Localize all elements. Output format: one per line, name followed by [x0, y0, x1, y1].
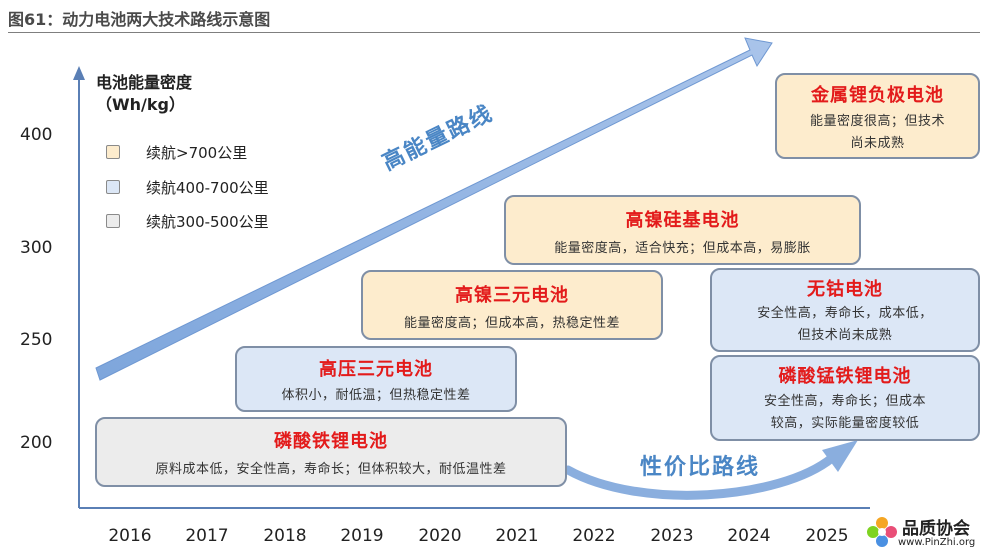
box-desc: 能量密度高，适合快充；但成本高，易膨胀: [554, 241, 811, 256]
x-tick-label: 2023: [650, 526, 694, 546]
title-rule: [8, 32, 980, 33]
legend-item-400-700: 续航400-700公里: [106, 177, 269, 197]
box-title: 无钴电池: [807, 279, 883, 300]
legend-label: 续航400-700公里: [146, 178, 269, 197]
box-title: 高镍三元电池: [455, 285, 569, 306]
x-tick-label: 2025: [805, 526, 849, 546]
box-title: 磷酸锰铁锂电池: [778, 366, 912, 387]
box-desc: 能量密度很高；但技术: [809, 114, 945, 129]
y-tick-label: 400: [20, 125, 53, 145]
high-energy-route-arrow: [95, 37, 773, 381]
flower-logo-icon: [867, 517, 897, 547]
legend-item-300-500: 续航300-500公里: [106, 211, 269, 231]
y-tick-label: 250: [20, 330, 53, 350]
box-desc: 安全性高，寿命长，成本低，: [757, 306, 933, 321]
x-tick-label: 2016: [108, 526, 152, 546]
logo-url: www.PinZhi.org: [898, 537, 976, 548]
figure-title: 图61：动力电池两大技术路线示意图: [8, 10, 271, 29]
box-desc: 原料成本低，安全性高，寿命长；但体积较大，耐低温性差: [155, 462, 507, 477]
legend-item-700plus: 续航>700公里: [106, 142, 247, 162]
box-lithium-metal: 金属锂负极电池 能量密度很高；但技术 尚未成熟: [775, 73, 980, 159]
legend-swatch-yellow: [106, 145, 120, 159]
box-desc: 能量密度高；但成本高，热稳定性差: [403, 316, 620, 331]
y-tick-label: 300: [20, 238, 53, 258]
box-desc: 较高，实际能量密度较低: [770, 416, 920, 431]
box-lfp: 磷酸铁锂电池 原料成本低，安全性高，寿命长；但体积较大，耐低温性差: [95, 417, 567, 487]
cost-performance-route-arrow: [563, 453, 837, 500]
x-tick-label: 2021: [495, 526, 539, 546]
box-title: 金属锂负极电池: [811, 85, 944, 106]
y-axis-label-line2: （Wh/kg）: [96, 95, 185, 114]
legend-label: 续航>700公里: [146, 143, 248, 162]
box-lmfp: 磷酸锰铁锂电池 安全性高，寿命长；但成本 较高，实际能量密度较低: [710, 355, 980, 441]
box-title: 高镍硅基电池: [625, 210, 740, 231]
x-tick-label: 2018: [263, 526, 307, 546]
box-high-ni-silicon: 高镍硅基电池 能量密度高，适合快充；但成本高，易膨胀: [504, 195, 861, 265]
legend-swatch-gray: [106, 214, 120, 228]
y-axis-label-line1: 电池能量密度: [96, 73, 193, 92]
legend-swatch-blue: [106, 180, 120, 194]
cost-performance-route-label: 性价比路线: [640, 455, 761, 480]
legend-label: 续航300-500公里: [146, 212, 269, 231]
logo-name: 品质协会: [902, 519, 970, 539]
x-tick-label: 2017: [185, 526, 229, 546]
x-tick-label: 2020: [418, 526, 462, 546]
box-title: 高压三元电池: [319, 359, 433, 380]
box-hv-ternary: 高压三元电池 体积小，耐低温；但热稳定性差: [235, 346, 517, 412]
cost-performance-arrow-head: [822, 440, 858, 472]
y-tick-label: 200: [20, 433, 53, 453]
x-tick-label: 2024: [727, 526, 771, 546]
x-tick-label: 2022: [572, 526, 616, 546]
box-title: 磷酸铁锂电池: [274, 431, 388, 452]
box-desc: 安全性高，寿命长；但成本: [763, 394, 926, 409]
pinzhi-logo: 品质协会 www.PinZhi.org: [862, 512, 986, 552]
box-high-ni-ternary: 高镍三元电池 能量密度高；但成本高，热稳定性差: [361, 270, 663, 340]
box-desc: 但技术尚未成熟: [797, 328, 893, 343]
box-desc: 体积小，耐低温；但热稳定性差: [281, 388, 471, 403]
y-axis-label: 电池能量密度 （Wh/kg）: [96, 72, 192, 116]
x-tick-label: 2019: [340, 526, 384, 546]
y-axis-arrow: [73, 66, 85, 80]
box-cobalt-free: 无钴电池 安全性高，寿命长，成本低， 但技术尚未成熟: [710, 268, 980, 352]
box-desc: 尚未成熟: [850, 136, 905, 151]
